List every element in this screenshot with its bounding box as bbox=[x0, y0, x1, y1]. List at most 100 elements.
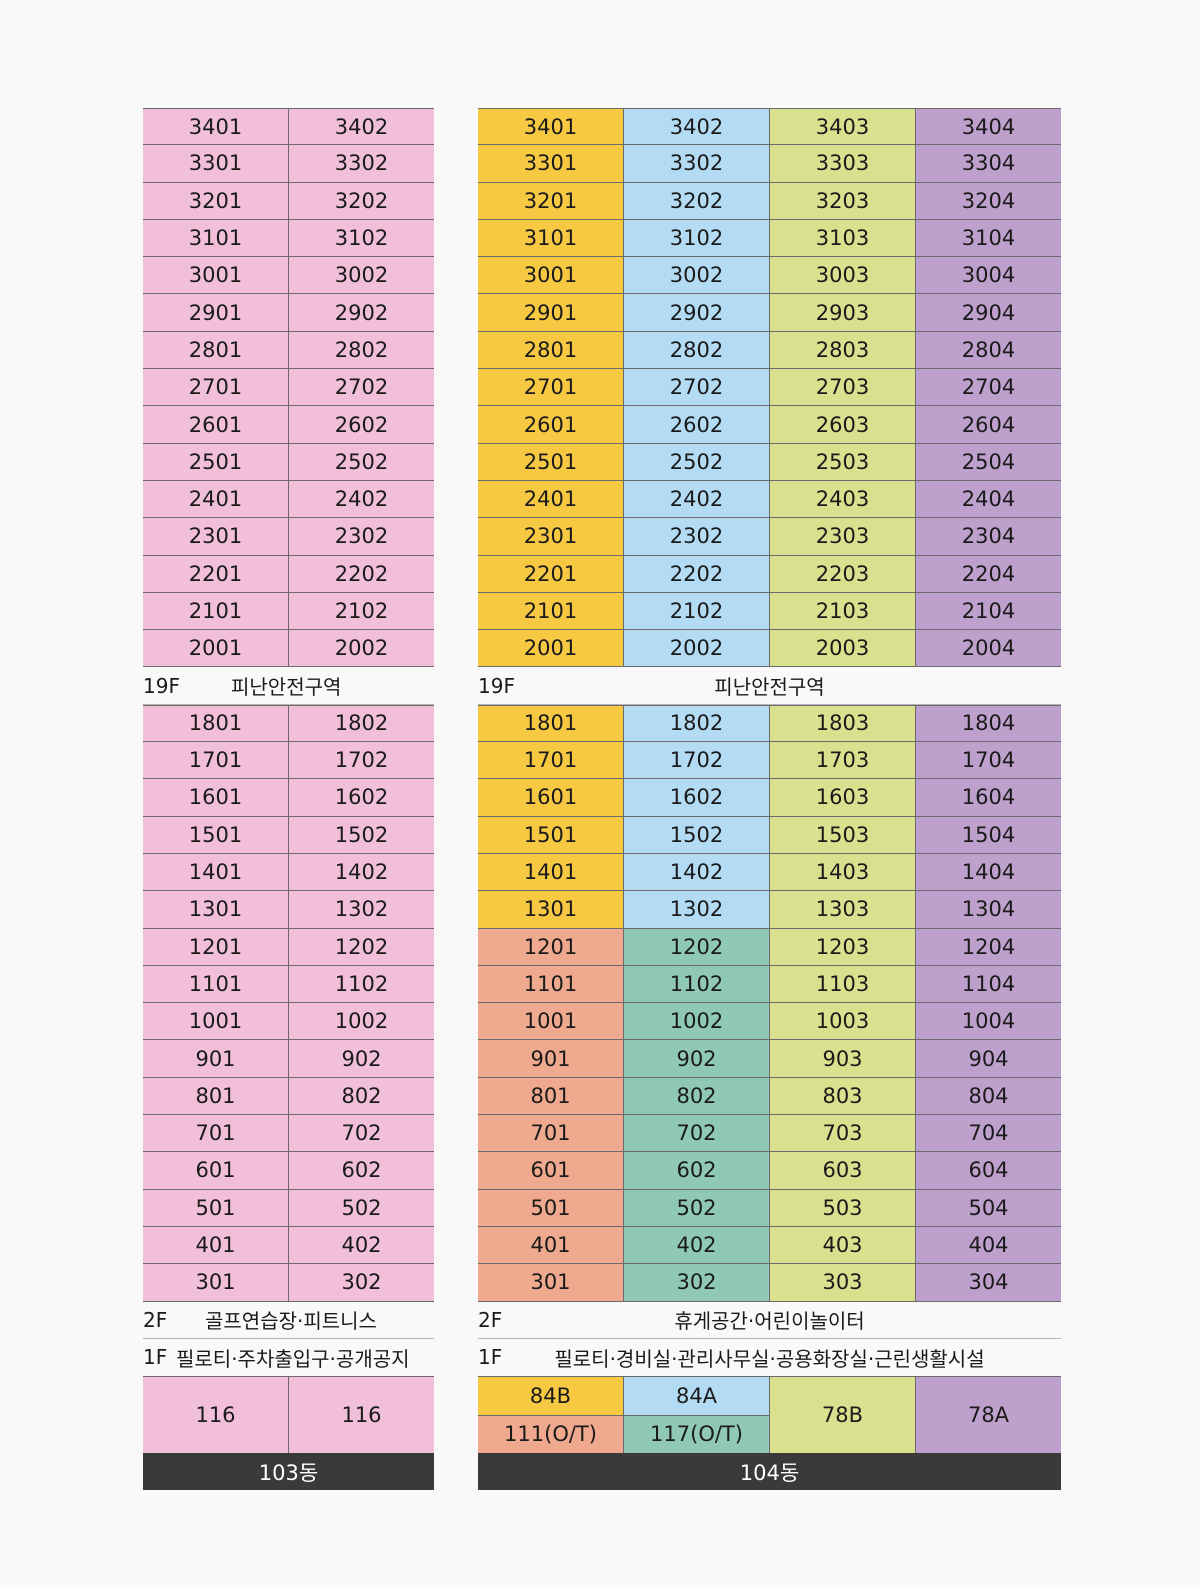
unit-cell: 703 bbox=[770, 1115, 916, 1152]
unit-cell: 1501 bbox=[478, 816, 624, 853]
floor-row: 1001 1002 bbox=[143, 1003, 434, 1041]
unit-cell: 804 bbox=[916, 1077, 1061, 1115]
floor-row: 801 802 803 804 bbox=[478, 1077, 1061, 1116]
second-floor-row: 2F 휴게공간·어린이놀이터 bbox=[478, 1301, 1061, 1339]
floor-row: 1201 1202 1203 1204 bbox=[478, 928, 1061, 966]
unit-cell: 2602 bbox=[289, 406, 434, 443]
unit-cell: 701 bbox=[143, 1115, 289, 1152]
unit-cell: 601 bbox=[143, 1152, 289, 1189]
unit-cell: 2304 bbox=[916, 518, 1061, 555]
unit-type-cell: 116 bbox=[341, 1403, 382, 1428]
unit-cell: 3204 bbox=[916, 182, 1061, 219]
floor-row: 3401 3402 bbox=[143, 108, 434, 146]
unit-cell: 1103 bbox=[770, 965, 916, 1003]
first-floor-facilities: 필로티·경비실·관리사무실·공용화장실·근린생활시설 bbox=[554, 1346, 985, 1371]
unit-cell: 301 bbox=[478, 1264, 624, 1301]
building-104-upper-floors: 3401 3402 3403 3404 3301 3302 3303 3304 3201 3202… bbox=[478, 108, 1061, 668]
floor-row: 2801 2802 bbox=[143, 331, 434, 370]
floor-row: 2001 2002 2003 2004 bbox=[478, 630, 1061, 668]
unit-cell: 2601 bbox=[478, 406, 624, 443]
unit-cell: 1101 bbox=[143, 965, 289, 1003]
unit-cell: 2301 bbox=[478, 518, 624, 555]
floor-row: 1001 1002 1003 1004 bbox=[478, 1003, 1061, 1041]
unit-cell: 2204 bbox=[916, 555, 1061, 592]
unit-cell: 3102 bbox=[624, 219, 770, 257]
unit-cell: 1301 bbox=[478, 891, 624, 928]
unit-cell: 502 bbox=[289, 1189, 434, 1226]
unit-cell: 2801 bbox=[143, 331, 289, 369]
floor-row: 3001 3002 3003 3004 bbox=[478, 257, 1061, 295]
unit-cell: 2402 bbox=[289, 480, 434, 518]
unit-cell: 3302 bbox=[289, 145, 434, 182]
unit-cell: 3303 bbox=[770, 145, 916, 182]
unit-cell: 2003 bbox=[770, 630, 916, 667]
floor-row: 2701 2702 2703 2704 bbox=[478, 369, 1061, 407]
unit-cell: 801 bbox=[478, 1077, 624, 1115]
floor-row: 501 502 bbox=[143, 1189, 434, 1227]
floor-row: 1101 1102 1103 1104 bbox=[478, 965, 1061, 1004]
unit-cell: 2702 bbox=[624, 369, 770, 406]
unit-cell: 3101 bbox=[143, 219, 289, 257]
floor-row: 2801 2802 2803 2804 bbox=[478, 331, 1061, 370]
unit-cell: 3301 bbox=[478, 145, 624, 182]
unit-cell: 3002 bbox=[624, 257, 770, 294]
floor-row: 701 702 703 704 bbox=[478, 1115, 1061, 1153]
floor-row: 1401 1402 1403 1404 bbox=[478, 853, 1061, 892]
unit-cell: 1703 bbox=[770, 742, 916, 779]
refuge-area-label: 피난안전구역 bbox=[231, 675, 342, 700]
unit-cell: 601 bbox=[478, 1152, 624, 1189]
unit-cell: 1203 bbox=[770, 928, 916, 965]
unit-cell: 2401 bbox=[143, 480, 289, 518]
floor-row: 2301 2302 2303 2304 bbox=[478, 518, 1061, 556]
floor-row: 1601 1602 1603 1604 bbox=[478, 779, 1061, 817]
unit-cell: 2603 bbox=[770, 406, 916, 443]
floor-row: 901 902 bbox=[143, 1040, 434, 1078]
unit-cell: 501 bbox=[143, 1189, 289, 1226]
unit-cell: 1201 bbox=[478, 928, 624, 965]
unit-cell: 2804 bbox=[916, 331, 1061, 369]
unit-cell: 1601 bbox=[143, 779, 289, 816]
unit-cell: 1401 bbox=[143, 853, 289, 891]
unit-type-split-cell: 84A 117(O/T) bbox=[624, 1377, 770, 1454]
unit-cell: 504 bbox=[916, 1189, 1061, 1226]
floor-label: 2F bbox=[478, 1307, 503, 1332]
unit-cell: 3102 bbox=[289, 219, 434, 257]
unit-cell: 901 bbox=[478, 1040, 624, 1077]
floor-row: 901 902 903 904 bbox=[478, 1040, 1061, 1078]
building-103-diagram: 3401 3402 3301 3302 3201 3202 3101 3102 3001 3002… bbox=[143, 108, 434, 1491]
unit-cell: 1601 bbox=[478, 779, 624, 816]
floor-row: 2501 2502 2503 2504 bbox=[478, 443, 1061, 481]
unit-cell: 702 bbox=[289, 1115, 434, 1152]
unit-cell: 3001 bbox=[143, 257, 289, 294]
unit-cell: 1001 bbox=[478, 1003, 624, 1040]
unit-cell: 3301 bbox=[143, 145, 289, 182]
floor-row: 1501 1502 1503 1504 bbox=[478, 816, 1061, 854]
floor-row: 301 302 bbox=[143, 1264, 434, 1302]
floor-row: 701 702 bbox=[143, 1115, 434, 1153]
unit-cell: 1403 bbox=[770, 853, 916, 891]
unit-cell: 1501 bbox=[143, 816, 289, 853]
unit-cell: 3103 bbox=[770, 219, 916, 257]
unit-cell: 2101 bbox=[478, 592, 624, 630]
floor-row: 2201 2202 bbox=[143, 555, 434, 593]
floor-row: 2401 2402 bbox=[143, 480, 434, 519]
unit-cell: 2002 bbox=[624, 630, 770, 667]
unit-cell: 2601 bbox=[143, 406, 289, 443]
unit-cell: 302 bbox=[624, 1264, 770, 1301]
building-103-upper-floors: 3401 3402 3301 3302 3201 3202 3101 3102 3001 3002… bbox=[143, 108, 434, 668]
unit-cell: 2602 bbox=[624, 406, 770, 443]
floor-row: 1801 1802 1803 1804 bbox=[478, 704, 1061, 743]
floor-row: 1701 1702 1703 1704 bbox=[478, 742, 1061, 780]
floor-row: 2901 2902 2903 2904 bbox=[478, 294, 1061, 332]
unit-cell: 1303 bbox=[770, 891, 916, 928]
unit-cell: 2404 bbox=[916, 480, 1061, 518]
unit-cell: 2903 bbox=[770, 294, 916, 331]
unit-cell: 1102 bbox=[624, 965, 770, 1003]
unit-cell: 1802 bbox=[624, 705, 770, 742]
floor-label: 19F bbox=[143, 673, 180, 698]
unit-cell: 2904 bbox=[916, 294, 1061, 331]
building-103-base-units: 116 116 bbox=[143, 1376, 434, 1454]
floor-row: 301 302 303 304 bbox=[478, 1264, 1061, 1302]
unit-cell: 3404 bbox=[916, 109, 1061, 145]
second-floor-facilities: 휴게공간·어린이놀이터 bbox=[674, 1309, 865, 1334]
